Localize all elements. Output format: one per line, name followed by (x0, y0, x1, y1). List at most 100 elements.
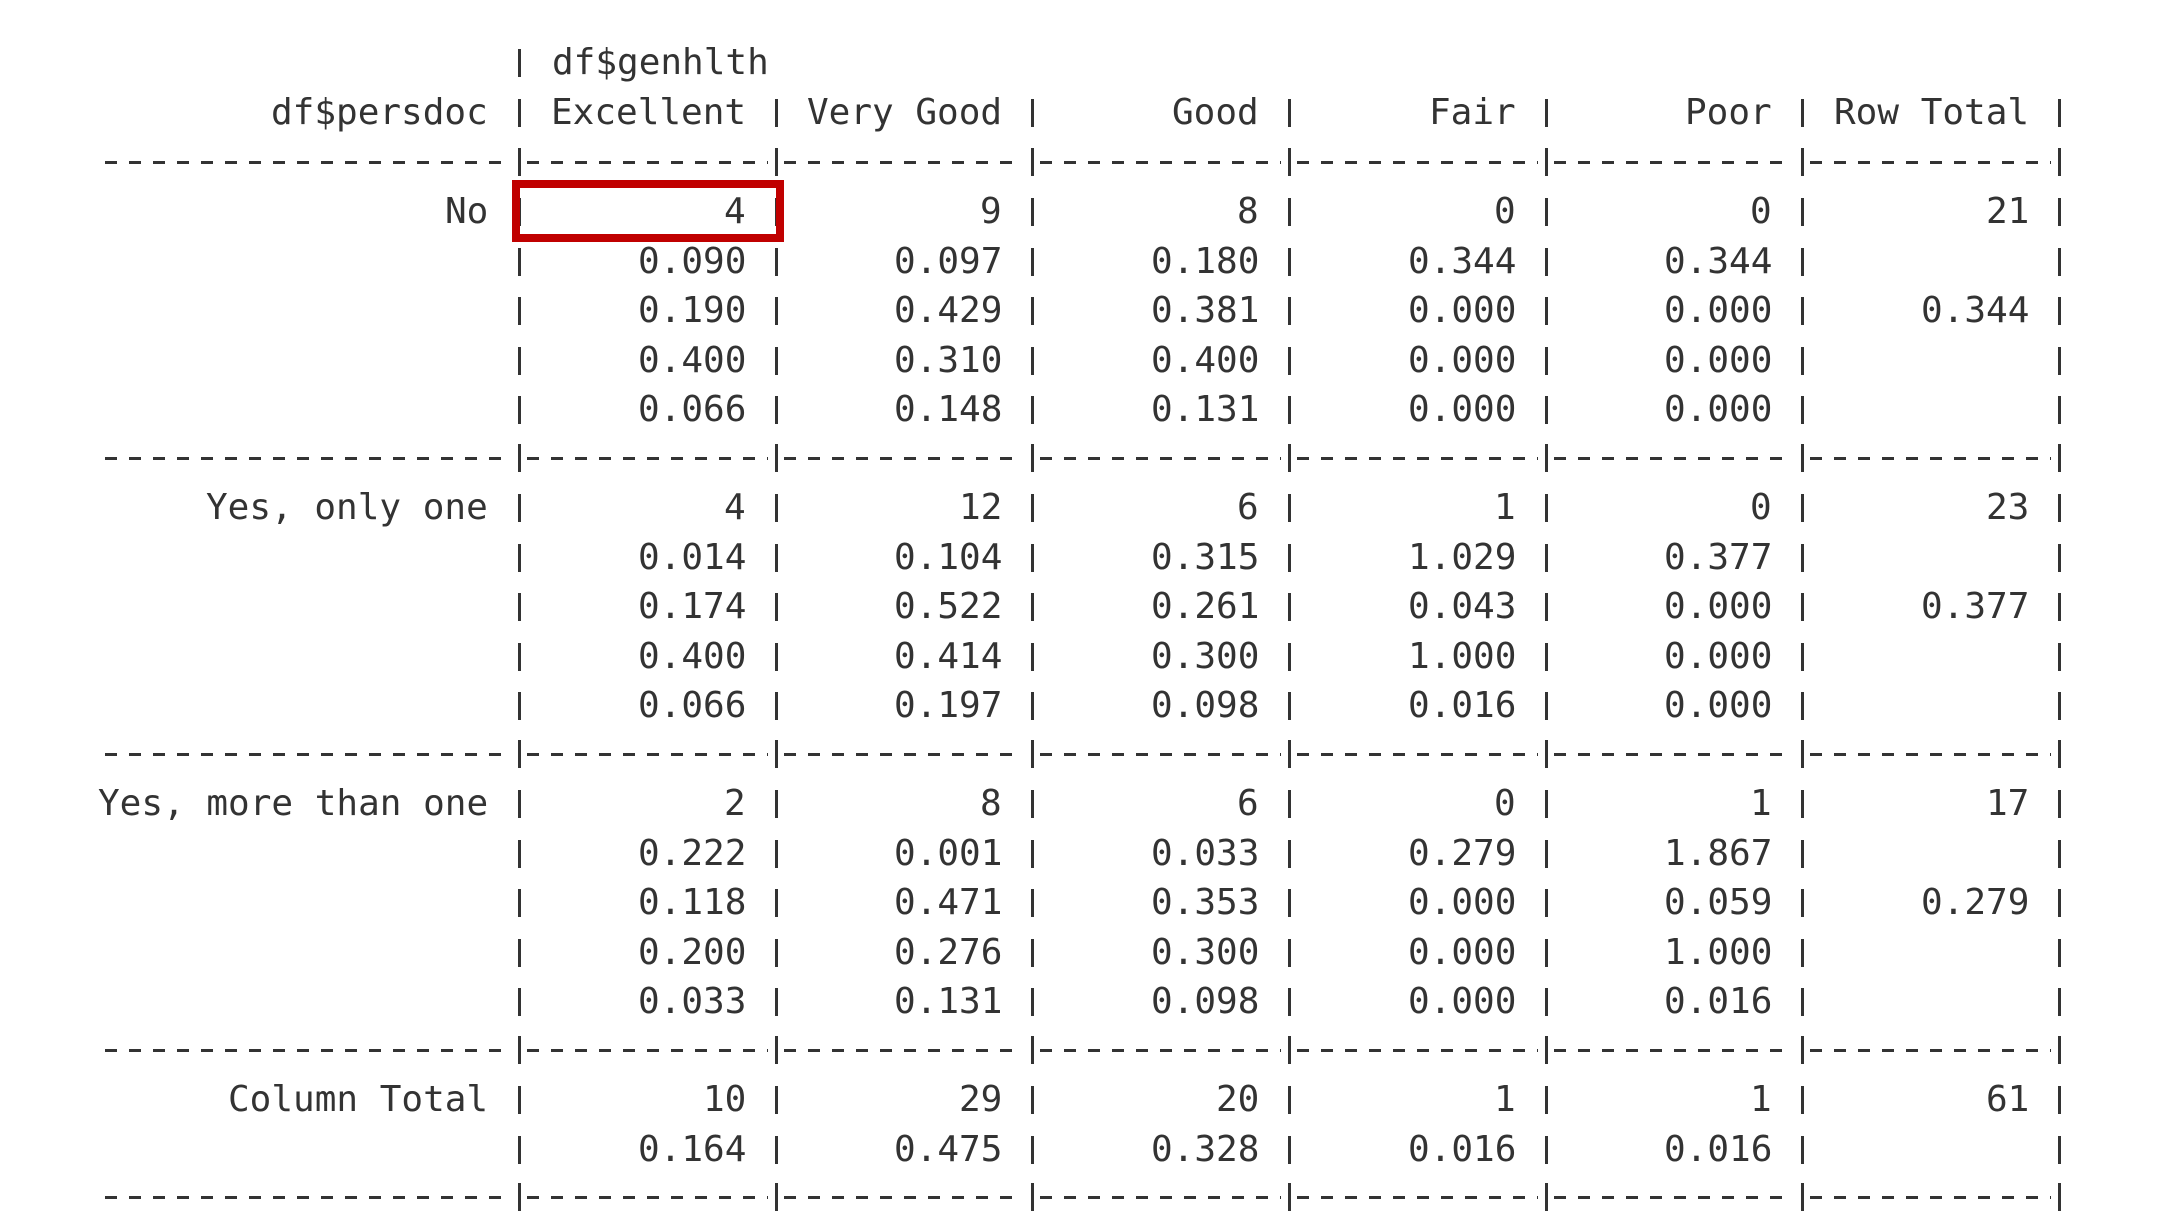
row-separator (1297, 753, 1538, 756)
column-separator (1288, 692, 1291, 720)
cell-proportion: 0.353 (1151, 882, 1260, 923)
cell-proportion: 0.131 (1151, 389, 1260, 430)
cell-proportion: 0.315 (1151, 536, 1260, 578)
column-separator (1545, 543, 1548, 572)
column-separator (518, 346, 521, 375)
row-label: Yes, only one (206, 487, 488, 528)
column-separator (775, 494, 778, 522)
column-separator (1031, 740, 1034, 768)
cell-proportion: 1.867 (1664, 832, 1773, 874)
cell-proportion: 0.377 (1921, 586, 2030, 627)
cell-count: 29 (959, 1079, 1003, 1120)
cell-count: 4 (724, 487, 746, 528)
column-separator (1545, 692, 1548, 720)
cell-proportion: 0.522 (894, 586, 1003, 627)
cell-proportion: 0.000 (1408, 931, 1517, 973)
column-separator (1288, 99, 1291, 127)
column-separator (1801, 692, 1804, 720)
column-separator (1031, 494, 1034, 522)
column-separator (1545, 740, 1548, 768)
row-separator (1810, 457, 2051, 460)
cell-count: 8 (980, 783, 1002, 824)
column-separator (775, 1135, 778, 1164)
column-separator (2058, 988, 2061, 1016)
cell-count: 1 (1494, 1079, 1516, 1120)
column-separator (518, 543, 521, 572)
column-separator (1545, 346, 1548, 375)
column-separator (1801, 1183, 1804, 1211)
cell-count: 17 (1986, 783, 2030, 824)
row-separator (1040, 1049, 1281, 1052)
column-separator (2058, 642, 2061, 671)
row-separator (1554, 161, 1794, 164)
row-separator (1554, 753, 1794, 756)
column-separator (518, 593, 521, 621)
row-separator (1040, 753, 1281, 756)
row-separator (1810, 1196, 2051, 1199)
column-separator (1801, 1086, 1804, 1114)
cell-count: 10 (703, 1079, 747, 1120)
row-separator (784, 1049, 1024, 1052)
cell-proportion: 0.090 (638, 240, 747, 282)
row-label: No (445, 191, 489, 232)
column-variable-label: df$genhlth (552, 42, 769, 83)
column-separator (1288, 543, 1291, 572)
column-separator (1801, 346, 1804, 375)
column-separator (1288, 1036, 1291, 1064)
row-separator (105, 1049, 511, 1052)
column-separator (1545, 593, 1548, 621)
column-separator (518, 839, 521, 868)
cell-proportion: 1.000 (1408, 635, 1517, 677)
column-separator (1031, 444, 1034, 472)
cell-proportion: 0.261 (1151, 586, 1260, 627)
cell-proportion: 0.344 (1664, 240, 1773, 282)
row-separator (1297, 457, 1538, 460)
column-separator (518, 1086, 521, 1114)
column-separator (1545, 247, 1548, 276)
column-separator (1031, 396, 1034, 424)
row-label: Yes, more than one (98, 783, 489, 824)
column-separator (2058, 1086, 2061, 1114)
row-separator (784, 161, 1024, 164)
column-separator (2058, 297, 2061, 325)
row-separator (527, 753, 768, 756)
column-separator (1545, 297, 1548, 325)
column-separator (1801, 396, 1804, 424)
column-separator (775, 889, 778, 917)
cell-proportion: 0.000 (1408, 389, 1517, 430)
column-separator (1801, 494, 1804, 522)
column-separator (1801, 444, 1804, 472)
column-separator (1801, 593, 1804, 621)
column-separator (518, 692, 521, 720)
column-separator (775, 444, 778, 472)
row-separator (784, 457, 1024, 460)
cell-proportion: 0.471 (894, 882, 1003, 923)
cell-count: 0 (1494, 783, 1516, 824)
column-separator (2058, 1135, 2061, 1164)
row-separator (1554, 1196, 1794, 1199)
cell-proportion: 0.429 (894, 290, 1003, 331)
row-separator (1040, 457, 1281, 460)
column-separator (1545, 938, 1548, 967)
column-separator (1031, 346, 1034, 375)
column-separator (1288, 740, 1291, 768)
column-separator (775, 543, 778, 572)
cell-proportion: 0.400 (1151, 339, 1260, 381)
cell-proportion: 0.000 (1664, 389, 1773, 430)
column-separator (2058, 889, 2061, 917)
cell-count: 23 (1986, 487, 2030, 528)
column-separator (1031, 247, 1034, 276)
cell-count: 2 (724, 783, 746, 824)
cell-proportion: 0.118 (638, 882, 747, 923)
column-separator (1545, 494, 1548, 522)
column-separator (775, 593, 778, 621)
cell-proportion: 0.475 (894, 1128, 1003, 1170)
column-separator (518, 99, 521, 127)
column-separator (2058, 543, 2061, 572)
column-separator (2058, 1036, 2061, 1064)
column-separator (1801, 790, 1804, 818)
column-separator (1545, 889, 1548, 917)
cell-proportion: 0.000 (1664, 685, 1773, 726)
row-separator (105, 753, 511, 756)
